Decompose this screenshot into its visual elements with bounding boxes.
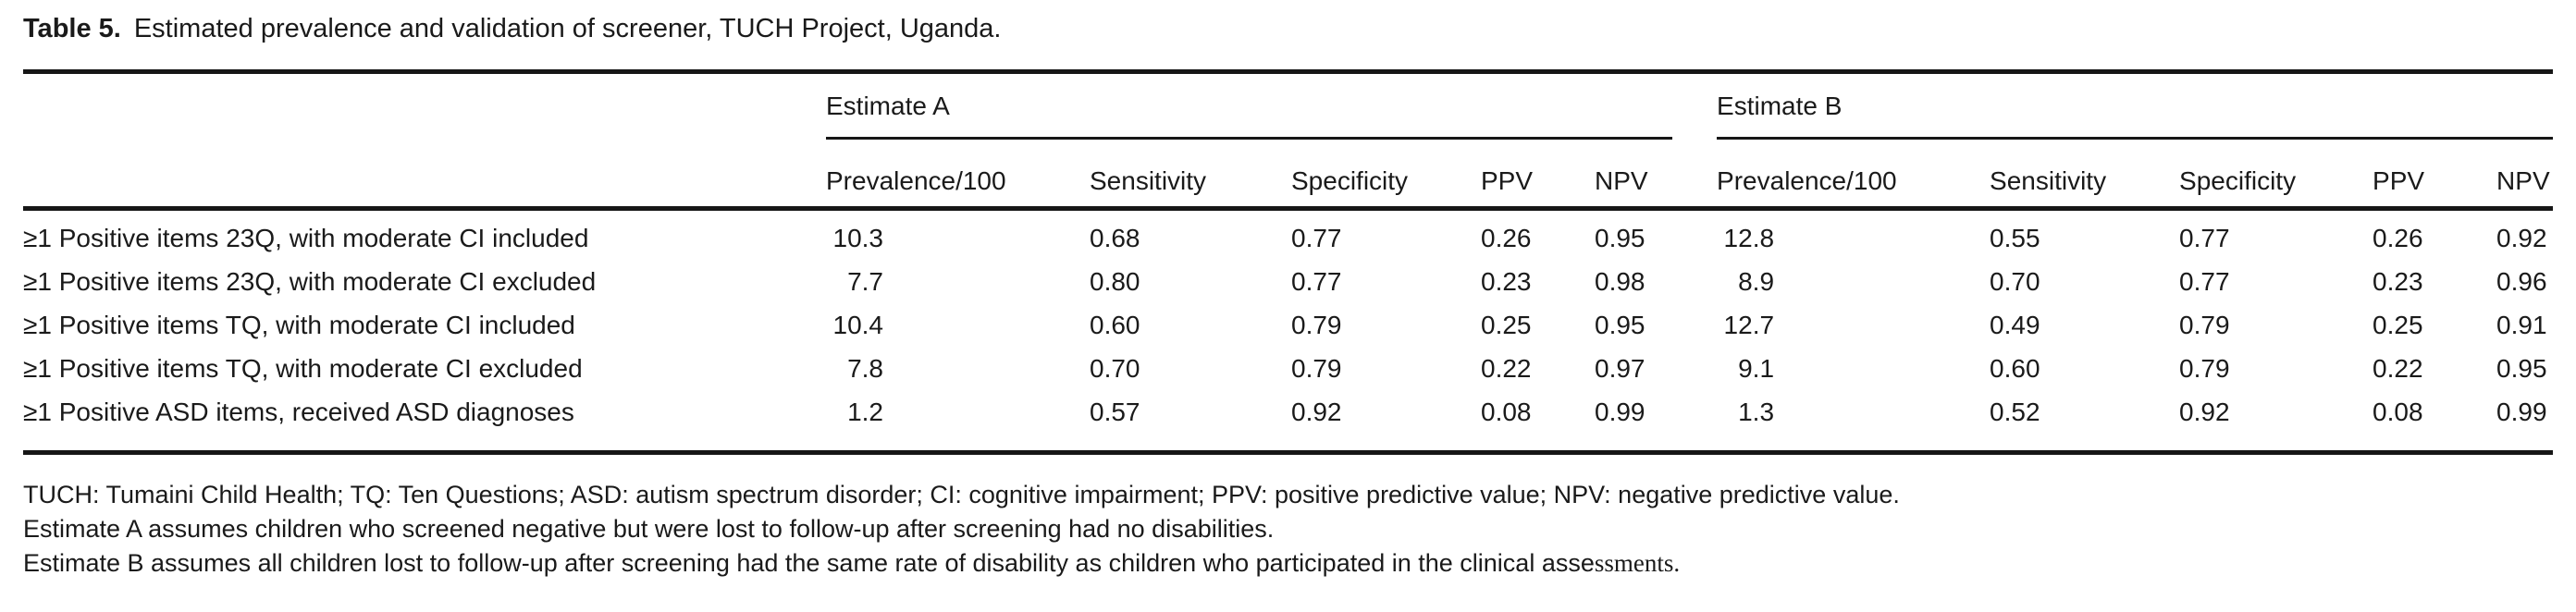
cell-b-ppv: 0.26 (2373, 224, 2423, 252)
cell-a-ppv: 0.26 (1481, 224, 1532, 252)
table-caption: Table 5. Estimated prevalence and validat… (23, 13, 2553, 44)
stub-subheader-cell (23, 140, 826, 211)
column-header-b-npv: NPV (2496, 140, 2554, 211)
footnote-estimate-a: Estimate A assumes children who screened… (23, 515, 1275, 543)
stub-header-cell (23, 69, 826, 140)
table-row: ≥1 Positive items 23Q, with moderate CI … (23, 254, 2553, 298)
cell-a-prevalence: 10.4 (832, 311, 884, 339)
row-label: ≥1 Positive ASD items, received ASD diag… (23, 385, 826, 455)
cell-b-ppv: 0.22 (2373, 354, 2423, 383)
cell-b-ppv: 0.08 (2373, 385, 2497, 455)
cell-b-sensitivity: 0.49 (1990, 311, 2040, 339)
cell-a-npv: 0.97 (1595, 354, 1645, 383)
footnote-estimate-b: Estimate B assumes all children lost to … (23, 546, 2553, 581)
cell-b-npv: 0.91 (2496, 311, 2547, 339)
cell-a-npv: 0.95 (1595, 311, 1645, 339)
column-header-b-specificity: Specificity (2179, 140, 2373, 211)
cell-a-prevalence: 10.3 (832, 224, 884, 252)
row-label: ≥1 Positive items TQ, with moderate CI e… (23, 354, 583, 383)
row-label: ≥1 Positive items 23Q, with moderate CI … (23, 224, 589, 252)
cell-b-sensitivity: 0.52 (1990, 385, 2180, 455)
cell-b-npv: 0.95 (2496, 354, 2547, 383)
cell-a-sensitivity: 0.70 (1090, 354, 1140, 383)
cell-b-sensitivity: 0.70 (1990, 267, 2040, 296)
cell-b-specificity: 0.92 (2179, 385, 2373, 455)
column-header-a-specificity: Specificity (1291, 140, 1481, 211)
cell-b-specificity: 0.77 (2179, 224, 2230, 252)
cell-a-prevalence: 7.8 (847, 354, 883, 383)
cell-a-specificity: 0.77 (1291, 267, 1342, 296)
cell-b-sensitivity: 0.60 (1990, 354, 2040, 383)
cell-a-specificity: 0.92 (1291, 385, 1481, 455)
cell-b-prevalence: 1.3 (1717, 385, 1991, 455)
cell-a-npv: 0.95 (1595, 224, 1645, 252)
column-header-a-ppv: PPV (1481, 140, 1595, 211)
cell-a-npv: 0.98 (1595, 267, 1645, 296)
cell-a-sensitivity: 0.80 (1090, 267, 1140, 296)
cell-b-npv: 0.96 (2496, 267, 2547, 296)
cell-b-prevalence: 12.7 (1723, 311, 1775, 339)
group-label-estimate-a: Estimate A (826, 74, 1673, 140)
cell-a-npv: 0.99 (1595, 385, 1718, 455)
table-row: ≥1 Positive ASD items, received ASD diag… (23, 385, 2554, 455)
cell-a-specificity: 0.77 (1291, 224, 1342, 252)
column-header-a-prevalence: Prevalence/100 (826, 140, 1090, 211)
cell-b-ppv: 0.23 (2373, 267, 2423, 296)
cell-a-prevalence: 1.2 (826, 385, 1090, 455)
cell-a-sensitivity: 0.60 (1090, 311, 1140, 339)
row-label: ≥1 Positive items TQ, with moderate CI i… (23, 311, 575, 339)
column-header-a-sensitivity: Sensitivity (1090, 140, 1291, 211)
column-header-a-npv: NPV (1595, 140, 1718, 211)
table-caption-text: Estimated prevalence and validation of s… (133, 14, 1002, 43)
group-label-estimate-b: Estimate B (1717, 74, 2554, 140)
footnote-abbreviations: TUCH: Tumaini Child Health; TQ: Ten Ques… (23, 481, 1900, 508)
group-header-estimate-a: Estimate A (826, 69, 1718, 140)
column-header-row: Prevalence/100 Sensitivity Specificity P… (23, 140, 2554, 211)
cell-a-ppv: 0.23 (1481, 267, 1532, 296)
footnote-estimate-b-serif-tail: ssments. (1594, 549, 1681, 577)
table-footnotes: TUCH: Tumaini Child Health; TQ: Ten Ques… (23, 478, 2553, 581)
group-header-estimate-b: Estimate B (1717, 69, 2554, 140)
cell-a-specificity: 0.79 (1291, 354, 1342, 383)
cell-a-specificity: 0.79 (1291, 311, 1342, 339)
cell-b-ppv: 0.25 (2373, 311, 2423, 339)
column-header-b-prevalence: Prevalence/100 (1717, 140, 1991, 211)
table-row: ≥1 Positive items TQ, with moderate CI e… (23, 341, 2553, 385)
cell-a-prevalence: 7.7 (847, 267, 883, 296)
cell-b-npv: 0.99 (2496, 385, 2554, 455)
cell-b-prevalence: 12.8 (1723, 224, 1775, 252)
column-header-b-sensitivity: Sensitivity (1990, 140, 2180, 211)
cell-b-sensitivity: 0.55 (1990, 224, 2040, 252)
row-label: ≥1 Positive items 23Q, with moderate CI … (23, 267, 597, 296)
cell-b-specificity: 0.77 (2179, 267, 2230, 296)
table-number-label: Table 5. (23, 14, 121, 43)
cell-a-sensitivity: 0.57 (1090, 385, 1291, 455)
column-header-b-ppv: PPV (2373, 140, 2497, 211)
cell-a-ppv: 0.22 (1481, 354, 1532, 383)
cell-a-ppv: 0.25 (1481, 311, 1532, 339)
cell-b-prevalence: 9.1 (1738, 354, 1775, 383)
table-row: ≥1 Positive items TQ, with moderate CI i… (23, 298, 2553, 341)
cell-b-specificity: 0.79 (2179, 311, 2230, 339)
cell-a-ppv: 0.08 (1481, 385, 1595, 455)
prevalence-validation-table: Estimate A Estimate B Prevalence/100 Sen… (23, 69, 2554, 455)
group-header-row: Estimate A Estimate B (23, 69, 2554, 140)
cell-b-prevalence: 8.9 (1738, 267, 1775, 296)
footnote-estimate-b-text: Estimate B assumes all children lost to … (23, 549, 1595, 577)
cell-a-sensitivity: 0.68 (1090, 224, 1140, 252)
cell-b-npv: 0.92 (2496, 224, 2547, 252)
table-row: ≥1 Positive items 23Q, with moderate CI … (23, 209, 2553, 255)
cell-b-specificity: 0.79 (2179, 354, 2230, 383)
